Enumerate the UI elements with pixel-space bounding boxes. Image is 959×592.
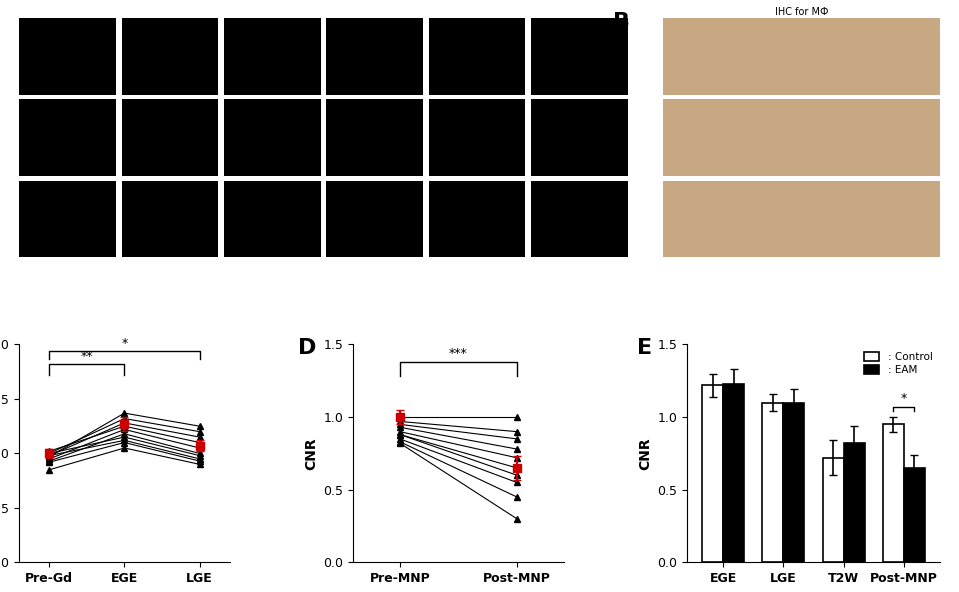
Title: EGE: EGE — [263, 7, 282, 17]
Y-axis label: CNR: CNR — [304, 437, 318, 469]
Title: T2W: T2W — [57, 7, 79, 17]
Y-axis label: CNR: CNR — [638, 437, 652, 469]
Title: Pre-Gd: Pre-Gd — [153, 7, 186, 17]
Bar — [702, 385, 723, 562]
Title: IHC for МФ: IHC for МФ — [775, 7, 829, 17]
Text: B: B — [614, 12, 630, 31]
Bar — [762, 403, 784, 562]
Bar — [844, 443, 865, 562]
Text: **: ** — [81, 350, 93, 363]
Text: E: E — [637, 338, 652, 358]
Bar — [784, 403, 805, 562]
Text: ***: *** — [449, 348, 468, 361]
Bar — [723, 384, 744, 562]
Title: LGE: LGE — [365, 7, 385, 17]
Legend: : Control, : EAM: : Control, : EAM — [861, 350, 935, 378]
Title: Post-MNP: Post-MNP — [556, 7, 602, 17]
Text: *: * — [121, 337, 128, 350]
Text: D: D — [298, 338, 316, 358]
Bar — [903, 468, 924, 562]
Title: Pre-MNP: Pre-MNP — [456, 7, 498, 17]
Bar — [882, 424, 903, 562]
Text: *: * — [901, 392, 907, 406]
Bar — [823, 458, 844, 562]
